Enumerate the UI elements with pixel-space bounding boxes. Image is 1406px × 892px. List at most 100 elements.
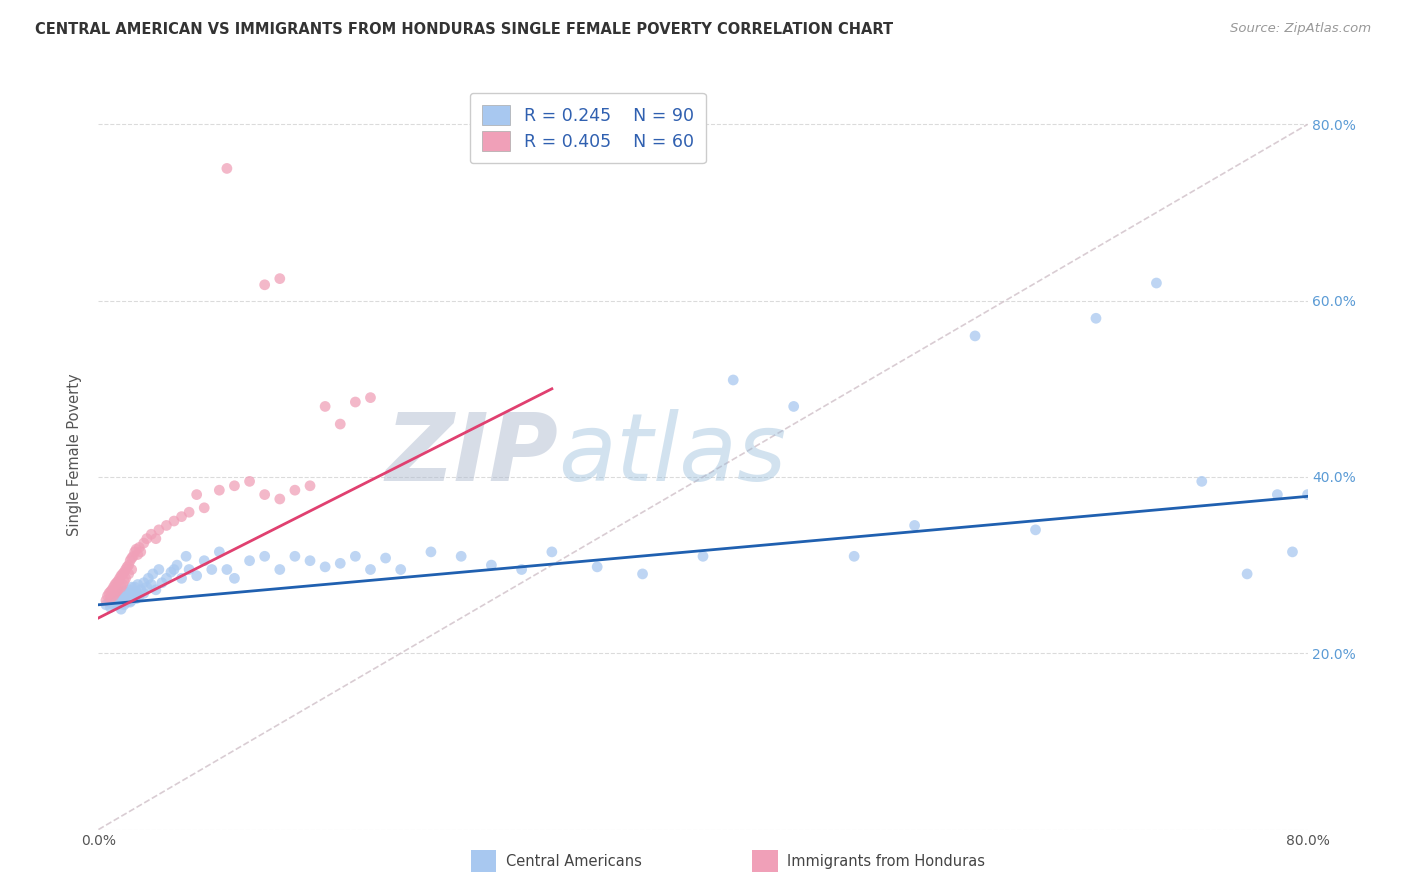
Point [224, 571, 246, 585]
Point [110, 586, 132, 600]
Point [360, 391, 382, 405]
Point [284, 549, 307, 564]
Point [111, 566, 134, 581]
Point [108, 593, 131, 607]
Point [124, 545, 146, 559]
Point [1296, 487, 1319, 501]
Legend: R = 0.245    N = 90, R = 0.405    N = 60: R = 0.245 N = 90, R = 0.405 N = 60 [470, 93, 706, 163]
Point [111, 584, 134, 599]
Point [118, 589, 141, 603]
Point [121, 551, 143, 566]
Point [142, 566, 165, 581]
Point [174, 549, 197, 564]
Point [208, 545, 231, 559]
Point [510, 562, 533, 576]
Text: Central Americans: Central Americans [506, 855, 643, 869]
Point [141, 577, 163, 591]
Point [420, 545, 443, 559]
Point [481, 558, 503, 573]
Point [1281, 545, 1303, 559]
Text: atlas: atlas [558, 409, 786, 500]
Point [148, 562, 170, 576]
Point [186, 568, 208, 582]
Point [208, 483, 231, 498]
Point [148, 523, 170, 537]
Point [129, 545, 152, 559]
Point [540, 545, 562, 559]
Point [170, 509, 193, 524]
Point [224, 479, 246, 493]
Point [101, 593, 124, 607]
Text: CENTRAL AMERICAN VS IMMIGRANTS FROM HONDURAS SINGLE FEMALE POVERTY CORRELATION C: CENTRAL AMERICAN VS IMMIGRANTS FROM HOND… [35, 22, 893, 37]
Point [125, 542, 148, 557]
Point [1144, 276, 1167, 290]
Point [239, 554, 262, 568]
Point [114, 562, 136, 576]
Point [108, 589, 131, 603]
Point [344, 549, 367, 564]
Point [160, 565, 183, 579]
Point [253, 549, 276, 564]
Point [631, 566, 654, 581]
Point [118, 558, 141, 573]
Point [299, 554, 322, 568]
Point [103, 589, 125, 603]
Point [193, 500, 215, 515]
Point [108, 571, 131, 585]
Point [284, 483, 307, 498]
Point [269, 562, 291, 576]
Point [269, 491, 291, 506]
Point [104, 577, 127, 591]
Point [107, 582, 129, 597]
Point [100, 600, 122, 615]
Point [111, 577, 134, 591]
Point [1085, 311, 1108, 326]
Point [253, 487, 276, 501]
Point [124, 580, 146, 594]
Point [98, 586, 121, 600]
Point [121, 593, 143, 607]
Point [389, 562, 412, 576]
Point [125, 584, 148, 599]
Point [110, 580, 132, 594]
Point [120, 554, 142, 568]
Point [586, 560, 609, 574]
Point [114, 584, 136, 599]
Point [329, 417, 352, 431]
Point [103, 580, 125, 594]
Point [145, 582, 167, 597]
Point [269, 271, 291, 285]
Point [127, 577, 149, 591]
Point [965, 329, 987, 343]
Point [344, 395, 367, 409]
Point [107, 596, 129, 610]
Point [110, 602, 132, 616]
Point [163, 562, 186, 576]
Point [166, 558, 188, 573]
Point [96, 589, 118, 603]
Point [170, 571, 193, 585]
Point [111, 595, 134, 609]
Point [105, 593, 128, 607]
Point [128, 541, 150, 555]
Point [122, 586, 145, 600]
Point [314, 400, 336, 414]
Text: Immigrants from Honduras: Immigrants from Honduras [787, 855, 986, 869]
Point [1024, 523, 1046, 537]
Point [112, 565, 135, 579]
Point [118, 566, 141, 581]
Point [1191, 475, 1213, 489]
Point [215, 562, 238, 576]
Point [107, 591, 129, 606]
Point [122, 549, 145, 564]
Point [374, 551, 396, 566]
Point [844, 549, 866, 564]
Point [127, 548, 149, 562]
Text: ZIP: ZIP [385, 409, 558, 501]
Point [150, 575, 173, 590]
Point [135, 532, 157, 546]
Point [163, 514, 186, 528]
Point [136, 571, 159, 585]
Y-axis label: Single Female Poverty: Single Female Poverty [67, 374, 83, 536]
Point [186, 487, 208, 501]
